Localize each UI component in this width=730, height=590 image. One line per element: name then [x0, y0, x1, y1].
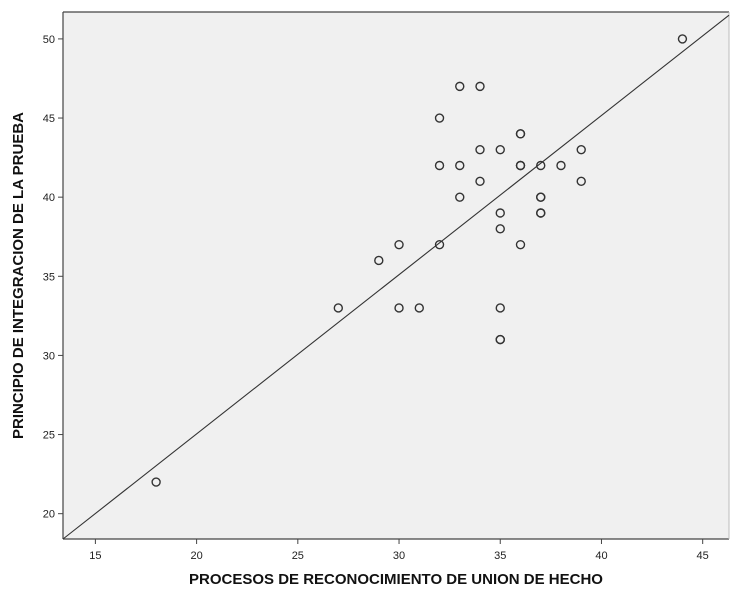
y-axis-ticks: 20 25 30 35 40 45 50: [43, 34, 63, 521]
data-point: [515, 129, 526, 139]
data-point: [434, 239, 445, 250]
data-point: [576, 144, 586, 155]
x-axis-title: PROCESOS DE RECONOCIMIENTO DE UNION DE H…: [189, 571, 603, 588]
data-point: [495, 334, 505, 345]
x-tick-label: 25: [292, 550, 304, 562]
data-point: [151, 477, 161, 487]
data-point: [333, 303, 344, 313]
x-tick-label: 40: [595, 550, 607, 562]
data-point: [495, 208, 505, 218]
data-point: [495, 144, 505, 155]
data-point: [455, 160, 465, 171]
data-point: [374, 255, 384, 266]
x-tick-label: 15: [89, 550, 101, 562]
data-point: [394, 303, 404, 313]
x-tick-label: 20: [190, 550, 202, 562]
y-tick-label: 35: [43, 271, 55, 283]
data-point: [556, 160, 566, 171]
plot-frame: [62, 11, 730, 540]
fit-line: [62, 14, 730, 540]
data-point: [515, 239, 526, 250]
data-point: [576, 176, 586, 187]
y-tick-label: 25: [43, 430, 55, 442]
data-point: [536, 208, 546, 218]
y-axis-title: PRINCIPIO DE INTEGRACION DE LA PRUEBA: [10, 112, 27, 439]
data-point: [536, 160, 546, 171]
data-point: [495, 303, 505, 313]
y-tick-label: 45: [43, 113, 55, 125]
data-point: [434, 160, 445, 171]
x-axis-ticks: 15 20 25 30 35 40 45: [89, 539, 709, 562]
data-point: [475, 176, 485, 187]
x-tick-label: 30: [393, 550, 405, 562]
data-point: [434, 113, 445, 123]
y-tick-label: 30: [43, 350, 55, 362]
y-tick-label: 50: [43, 34, 55, 46]
data-point: [536, 192, 546, 202]
y-tick-label: 20: [43, 509, 55, 521]
x-tick-label: 35: [494, 550, 506, 562]
data-point: [495, 224, 505, 234]
data-point: [414, 303, 424, 313]
y-tick-label: 40: [43, 192, 55, 204]
data-point: [475, 144, 485, 155]
data-point: [455, 192, 465, 202]
x-tick-label: 45: [697, 550, 709, 562]
data-points: [151, 34, 688, 487]
data-point: [475, 81, 485, 92]
data-point: [515, 160, 526, 171]
data-point: [455, 81, 465, 92]
data-point: [677, 34, 688, 44]
data-point: [394, 239, 404, 250]
